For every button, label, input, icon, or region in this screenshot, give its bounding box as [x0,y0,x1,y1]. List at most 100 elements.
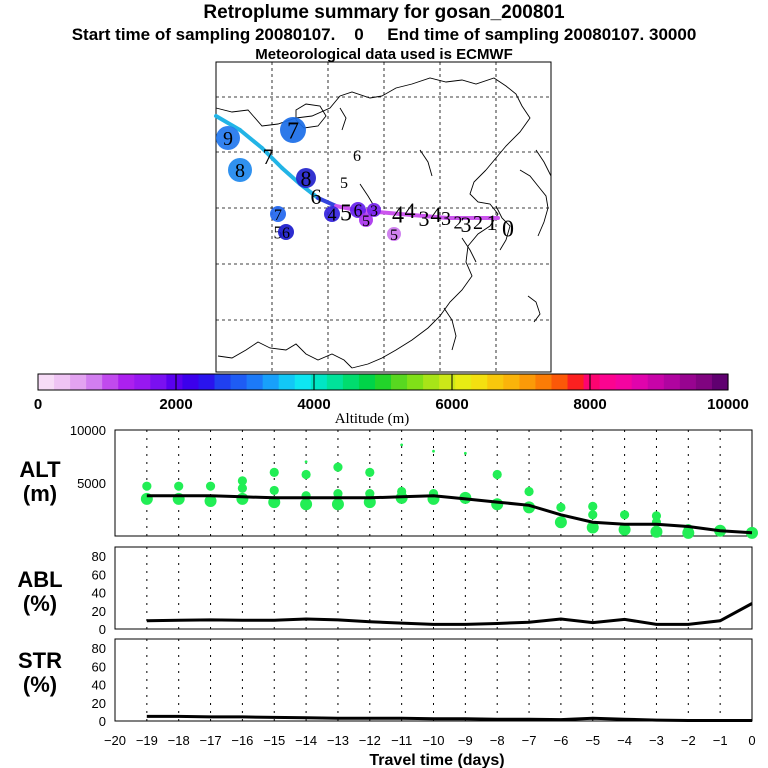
trajectory-cluster-circle [367,203,381,217]
trajectory-day-label: 4 [405,198,416,223]
trajectory-day-label: 4 [392,203,404,229]
abl-tick-label: 60 [92,567,106,582]
str-axis-label: STR [18,648,62,673]
trajectory-day-label: 3 [419,206,430,231]
x-tick-label: −11 [391,733,412,748]
alt-scatter-point [682,526,695,539]
alt-scatter-point [236,492,249,505]
colorbar-cell [695,374,713,390]
alt-scatter-point [300,498,313,511]
trajectory-day-label: 7 [263,144,274,169]
alt-scatter-point [588,501,598,511]
x-tick-label: −14 [295,733,317,748]
x-tick-label: −1 [713,733,728,748]
alt-scatter-point [301,469,311,480]
alt-scatter-point [365,467,375,477]
colorbar-cell [391,374,408,390]
str-axis-unit: (%) [23,672,57,697]
colorbar-tick-label: 6000 [435,396,468,413]
trajectory-cluster-circle [387,227,401,241]
alt-scatter-point [142,481,152,491]
alt-tick-label: 10000 [70,423,106,438]
colorbar-cell [342,374,360,390]
colorbar-label: Altitude (m) [335,411,410,427]
trajectory-day-label: 5 [340,201,352,227]
abl-line [146,602,753,626]
trajectory-day-label: 6 [311,184,322,209]
trajectory-day-label: 0 [502,217,514,243]
alt-scatter-point [554,516,567,529]
altitude-colorbar: 0 2000 4000 6000 8000 10000 Altitude (m) [34,373,749,427]
colorbar-cell [134,374,151,390]
colorbar-cell [583,374,601,390]
trajectory-day-label: 5 [362,213,370,230]
x-tick-label: −3 [649,733,664,748]
trajectory-cluster-circle [350,202,366,218]
colorbar-cell [439,374,456,390]
str-tick-label: 0 [99,714,106,729]
colorbar-cell [54,374,71,390]
alt-scatter-point [746,526,758,539]
trajectory-day-label: 8 [301,166,312,191]
chart-title: Retroplume summary for gosan_200801 [203,2,565,23]
x-tick-label: −13 [327,733,349,748]
alt-scatter-point [365,489,375,499]
x-tick-label: −7 [522,733,537,748]
trajectory-segment [238,128,264,150]
x-tick-label: −4 [617,733,632,748]
trajectory-day-label: 5 [340,175,348,192]
abl-tick-label: 0 [99,622,106,637]
colorbar-cell [166,374,184,390]
colorbar-cell [374,374,392,390]
colorbar-tick-label: 0 [34,396,42,413]
trajectory-day-label: 9 [223,128,233,150]
colorbar-cell [262,374,280,390]
colorbar-cell [246,374,264,390]
x-tick-label: −15 [263,733,285,748]
trajectory-segment [422,214,450,220]
trajectory-cluster-circle [280,117,306,143]
abl-axis-label: ABL [17,567,62,592]
abl-axis-unit: (%) [23,591,57,616]
alt-scatter-point [650,525,663,538]
alt-median-line [146,494,753,535]
x-axis-label: Travel time (days) [369,752,504,768]
trajectory-day-label: 6 [282,225,290,242]
colorbar-cell [230,374,248,390]
trajectory-day-label: 3 [370,203,378,220]
abl-tick-label: 80 [92,549,106,564]
x-tick-label: −10 [422,733,444,748]
alt-scatter-point [237,476,247,486]
alt-scatter-point [586,521,599,534]
x-tick-label: −5 [585,733,600,748]
alt-scatter-point [400,443,404,447]
trajectory-day-label: 8 [235,160,245,182]
alt-scatter-point [620,510,630,520]
trajectory-cluster-circle [359,213,373,227]
alt-panel: 5000 10000 ALT (m) [19,423,758,539]
colorbar-cell [198,374,216,390]
trajectory-day-label: 5 [390,227,398,244]
str-tick-label: 80 [92,641,106,656]
colorbar-cell [294,374,312,390]
alt-scatter-point [333,462,343,472]
alt-scatter-point [491,498,504,511]
alt-scatter-point [524,486,534,497]
colorbar-cell [519,374,537,390]
colorbar-cell [679,374,697,390]
colorbar-tick-label: 2000 [159,396,192,413]
x-tick-label: −2 [681,733,696,748]
trajectory-segment [316,196,338,208]
alt-scatter-point [556,502,566,512]
alt-tick-label: 5000 [77,476,106,491]
colorbar-cell [214,374,232,390]
trajectory-cluster-circle [296,168,316,188]
trajectory-day-label: 4 [328,204,337,224]
map-frame [215,61,552,373]
trajectory-segment [260,146,284,170]
colorbar-cell [663,374,681,390]
alt-scatter-point [174,481,184,491]
